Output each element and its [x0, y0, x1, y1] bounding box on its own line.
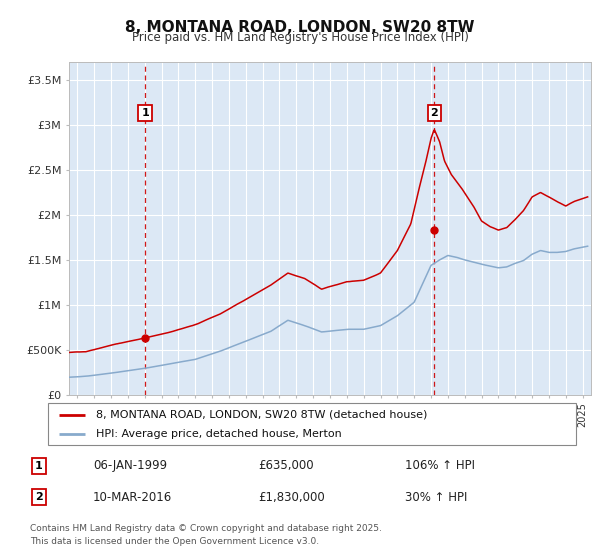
- Text: 1: 1: [141, 108, 149, 118]
- Text: 8, MONTANA ROAD, LONDON, SW20 8TW (detached house): 8, MONTANA ROAD, LONDON, SW20 8TW (detac…: [95, 409, 427, 419]
- FancyBboxPatch shape: [48, 403, 576, 445]
- Text: Contains HM Land Registry data © Crown copyright and database right 2025.
This d: Contains HM Land Registry data © Crown c…: [30, 524, 382, 545]
- Text: 1: 1: [35, 461, 43, 471]
- Text: HPI: Average price, detached house, Merton: HPI: Average price, detached house, Mert…: [95, 429, 341, 439]
- Text: 10-MAR-2016: 10-MAR-2016: [93, 491, 172, 504]
- Text: Price paid vs. HM Land Registry's House Price Index (HPI): Price paid vs. HM Land Registry's House …: [131, 31, 469, 44]
- Text: 2: 2: [430, 108, 438, 118]
- Text: 8, MONTANA ROAD, LONDON, SW20 8TW: 8, MONTANA ROAD, LONDON, SW20 8TW: [125, 20, 475, 35]
- Text: 106% ↑ HPI: 106% ↑ HPI: [405, 459, 475, 473]
- Text: 30% ↑ HPI: 30% ↑ HPI: [405, 491, 467, 504]
- Text: 06-JAN-1999: 06-JAN-1999: [93, 459, 167, 473]
- Text: 2: 2: [35, 492, 43, 502]
- Text: £635,000: £635,000: [258, 459, 314, 473]
- Text: £1,830,000: £1,830,000: [258, 491, 325, 504]
